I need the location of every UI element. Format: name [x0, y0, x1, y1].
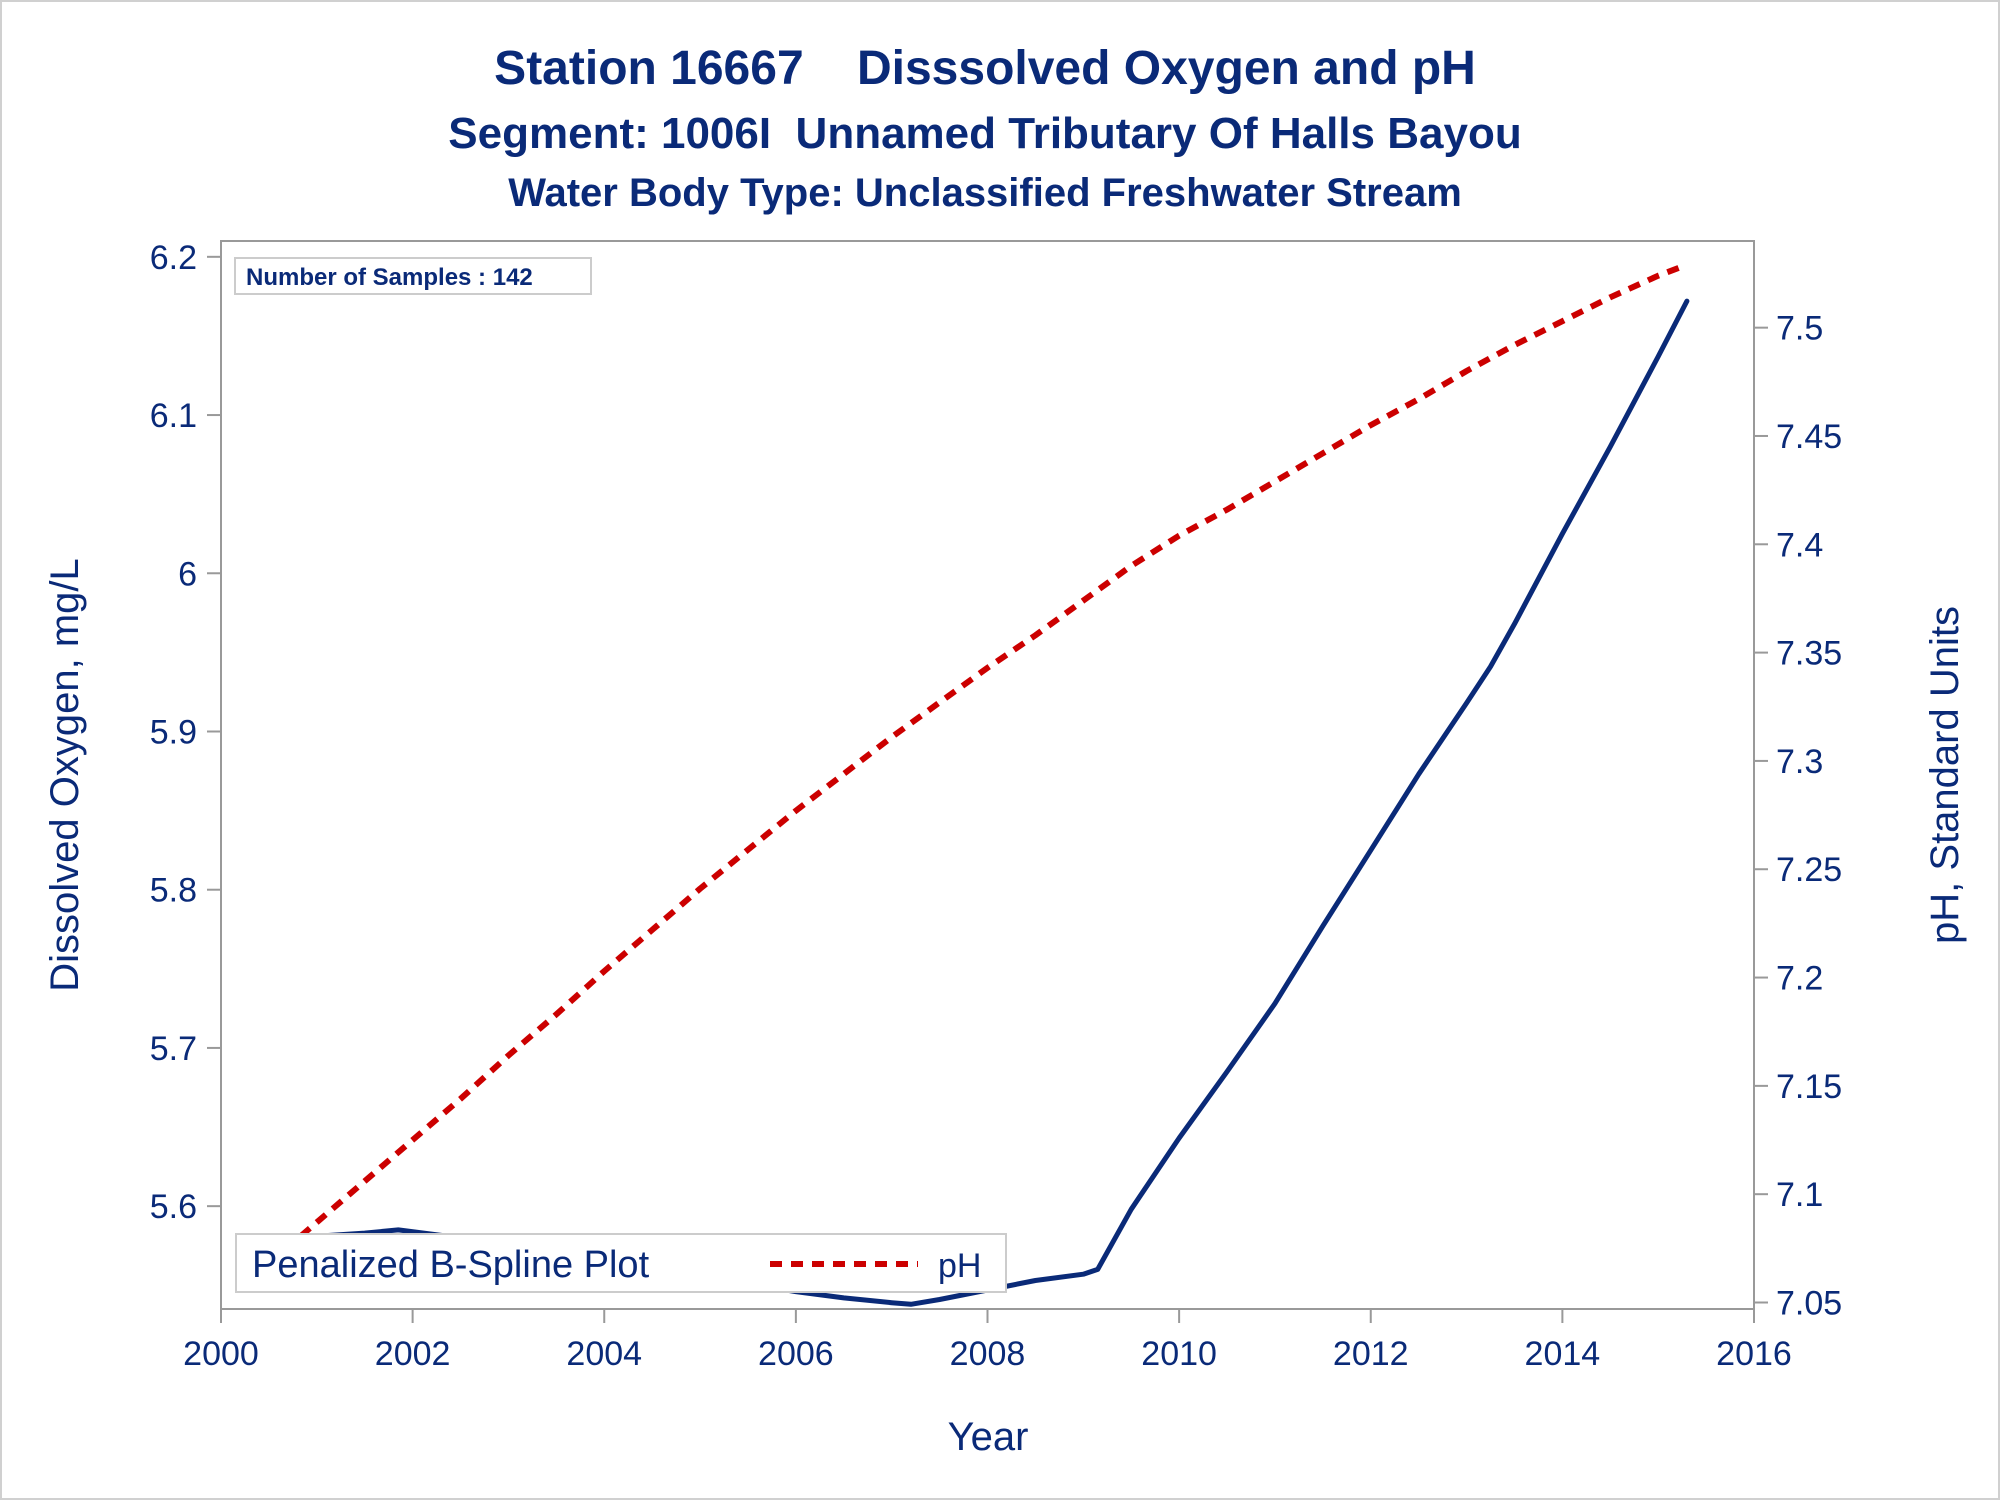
y-right-tick-label: 7.2 [1776, 960, 1823, 998]
y-right-tick-label: 7.5 [1776, 310, 1823, 348]
y-left-tick-label: 6.2 [150, 239, 197, 277]
legend-label-ph: pH [938, 1247, 981, 1285]
y-left-tick-label: 5.8 [150, 872, 197, 910]
chart-title: Station 16667 Disssolved Oxygen and pH [494, 42, 1476, 95]
annotation-box [234, 257, 592, 295]
chart-subtitle2: Water Body Type: Unclassified Freshwater… [508, 171, 1462, 215]
x-tick-label: 2014 [1525, 1335, 1601, 1373]
y-axis-right-label: pH, Standard Units [1923, 606, 1967, 944]
y-right-tick-label: 7.4 [1776, 526, 1823, 564]
legend: Penalized B-Spline Plot pH [235, 1233, 1007, 1293]
y-right-tick-label: 7.45 [1776, 418, 1842, 456]
x-axis-label: Year [948, 1415, 1029, 1459]
y-left-tick-label: 5.7 [150, 1030, 197, 1068]
x-tick-label: 2012 [1333, 1335, 1409, 1373]
y-left-tick-label: 6.1 [150, 397, 197, 435]
y-axis-left-label: Dissolved Oxygen, mg/L [43, 558, 87, 992]
y-right-tick-label: 7.3 [1776, 743, 1823, 781]
ph-series-line [266, 261, 1688, 1266]
y-axis-right: 7.05 7.1 7.15 7.2 7.25 7.3 7.35 7.4 7.45 7.5 [1754, 310, 1842, 1323]
x-tick-label: 2004 [566, 1335, 642, 1373]
y-right-tick-label: 7.25 [1776, 851, 1842, 889]
x-tick-label: 2010 [1141, 1335, 1217, 1373]
legend-title: Penalized B-Spline Plot [252, 1244, 650, 1286]
y-left-tick-label: 5.9 [150, 713, 197, 751]
x-tick-label: 2000 [183, 1335, 259, 1373]
samples-annotation: Number of Samples : 142 [246, 264, 533, 291]
chart-subtitle: Segment: 1006I Unnamed Tributary Of Hall… [448, 109, 1521, 158]
y-axis-left: 5.6 5.7 5.8 5.9 6 6.1 6.2 [150, 239, 221, 1226]
x-axis: 2000 2002 2004 2006 2008 2010 2012 2014 2016 [183, 1309, 1792, 1373]
y-right-tick-label: 7.15 [1776, 1068, 1842, 1106]
x-tick-label: 2006 [758, 1335, 834, 1373]
plot-area [220, 240, 1755, 1310]
y-right-tick-label: 7.05 [1776, 1285, 1842, 1323]
y-right-tick-label: 7.1 [1776, 1176, 1823, 1214]
x-tick-label: 2016 [1716, 1335, 1792, 1373]
y-left-tick-label: 6 [178, 555, 197, 593]
x-tick-label: 2008 [950, 1335, 1026, 1373]
y-left-tick-label: 5.6 [150, 1188, 197, 1226]
y-right-tick-label: 7.35 [1776, 635, 1842, 673]
x-tick-label: 2002 [375, 1335, 451, 1373]
